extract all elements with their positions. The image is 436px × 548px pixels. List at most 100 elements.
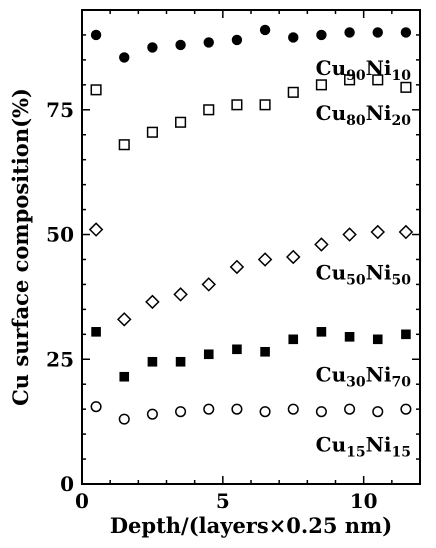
series-label-part: 70 [392,375,412,391]
tick-labels: 0 25 50 75 0 5 10 [46,98,377,513]
data-point [400,403,412,415]
series-label-part: Ni [366,101,392,125]
data-point [370,224,386,240]
data-point [344,332,355,342]
series-label-part: Ni [366,56,392,80]
series-label-part: 10 [392,68,412,84]
data-point [342,227,357,242]
data-point [288,32,299,43]
series-label-part: Ni [366,433,392,457]
series-label: Cu80Ni20 [316,101,412,129]
data-point [372,27,383,38]
data-point [175,356,186,367]
series-label-part: Ni [366,363,392,387]
data-point [259,24,271,36]
data-point [90,401,102,413]
data-point [288,334,299,345]
data-point [257,252,273,267]
data-point [146,408,158,420]
y-tick-label: 0 [60,472,74,496]
data-point [315,79,327,91]
data-point [147,356,158,367]
series-Cu50Ni50 [88,222,414,327]
data-point [175,116,187,128]
plot-area-frame [81,9,421,485]
series-Cu15Ni15 [90,401,412,425]
data-point [90,29,102,41]
data-point [175,406,187,418]
data-point [344,27,355,38]
series-label-part: Cu [316,260,346,284]
data-point [316,327,327,337]
data-point [231,34,243,46]
x-tick-label: 10 [350,489,378,513]
series-label-part: 90 [346,68,366,84]
data-point [232,344,242,355]
x-axis-label: Depth/(layers×0.25 nm) [110,513,392,538]
data-point [88,222,104,237]
axis-ticks [81,9,421,485]
data-point [118,413,130,425]
data-point [372,74,384,86]
data-point [401,329,411,340]
data-point [90,84,102,96]
data-point [119,371,130,382]
y-tick-label: 75 [46,98,74,122]
data-point [314,237,329,252]
data-point [344,403,356,415]
data-point [201,277,217,292]
data-point [400,81,412,93]
series-Cu30Ni70 [91,327,411,382]
data-point [315,406,327,418]
data-point [145,294,160,310]
series-label-part: 80 [346,113,366,129]
data-point [285,249,301,265]
series-label: Cu15Ni15 [316,433,411,461]
data-point [203,104,215,116]
series-label-part: Cu [316,56,346,80]
data-point [119,52,130,63]
data-point [203,403,215,415]
series-label-part: Cu [316,363,346,387]
series-Cu90Ni10 [90,24,412,63]
series-label-part: 15 [392,445,411,461]
data-point [260,346,270,357]
x-tick-label: 0 [75,489,89,513]
data-point [372,334,383,345]
data-point [231,99,243,111]
data-point [287,403,299,415]
series-label-part: 50 [346,272,366,288]
y-tick-label: 50 [46,223,74,247]
series-Cu80Ni20 [90,74,412,151]
series-label: Cu30Ni70 [316,363,412,391]
series-label: Cu90Ni10 [316,56,412,84]
data-point [259,406,271,418]
series-label-part: 20 [392,113,412,129]
series-label-part: 15 [346,445,365,461]
x-tick-label: 5 [216,489,230,513]
series-label-part: Ni [366,260,392,284]
data-point [398,224,414,240]
data-point [259,99,271,111]
y-axis-label: Cu surface composition(%) [8,88,33,406]
data-point [344,74,356,86]
series-label-part: 30 [346,375,366,391]
data-point [118,139,130,151]
data-point [231,403,243,415]
data-point [116,312,132,327]
data-point [203,349,214,360]
series-label-part: Cu [316,433,346,457]
data-point [147,42,158,53]
data-point [229,259,245,275]
data-point [372,406,384,418]
data-point [287,86,299,98]
data-point [203,37,214,48]
data-point [400,27,412,38]
data-point [175,39,186,51]
data-point [316,29,327,41]
y-tick-label: 25 [46,347,74,371]
series-label: Cu50Ni50 [316,260,412,288]
data-point [146,126,158,138]
